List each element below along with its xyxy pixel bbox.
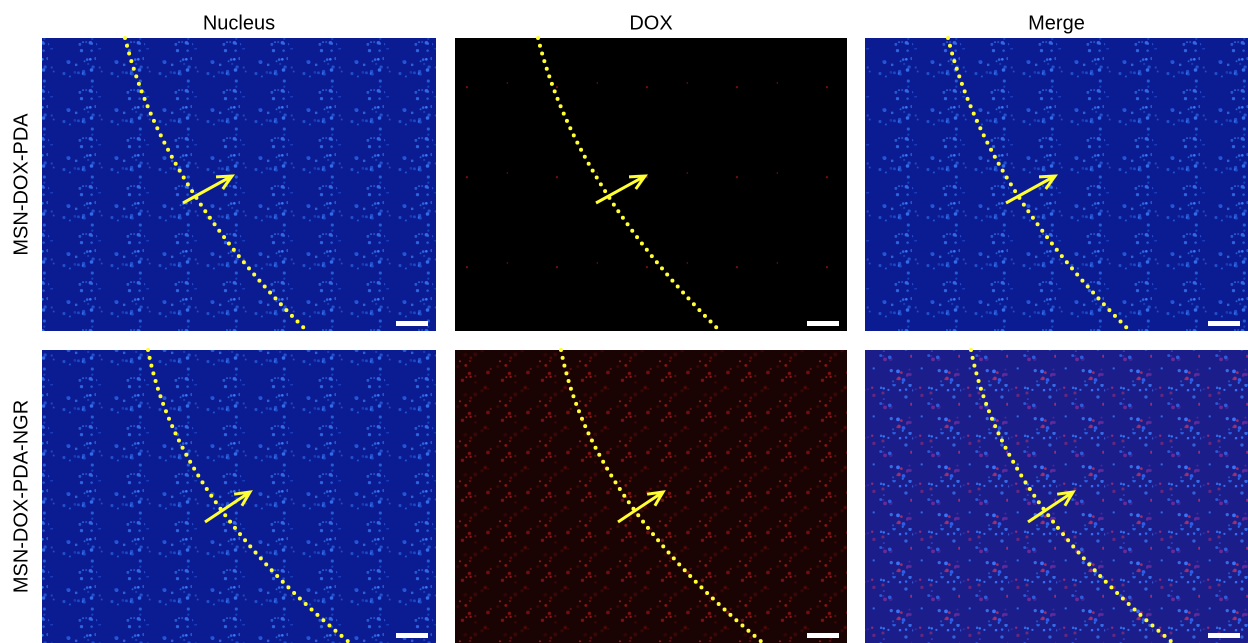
image-panel [455, 38, 847, 331]
scale-bar [807, 321, 839, 326]
scale-bar [396, 633, 428, 638]
scale-bar [396, 321, 428, 326]
scale-bar [1208, 321, 1240, 326]
micrograph [42, 350, 436, 643]
scale-bar [807, 633, 839, 638]
image-panel [42, 38, 436, 331]
column-header: DOX [629, 12, 672, 34]
micrograph [865, 38, 1248, 331]
image-panel [865, 38, 1248, 331]
image-panel [455, 350, 847, 643]
micrograph [42, 38, 436, 331]
column-header: Merge [1028, 12, 1085, 34]
micrograph [455, 350, 847, 643]
figure: Nucleus DOX Merge MSN-DOX-PDA MSN-DOX-PDA-NG… [0, 0, 1248, 643]
row-label: MSN-DOX-PDA-NGR [10, 400, 32, 593]
micrograph [865, 350, 1248, 643]
column-header: Nucleus [203, 12, 275, 34]
row-label: MSN-DOX-PDA [10, 113, 32, 256]
scale-bar [1208, 633, 1240, 638]
image-panel [865, 350, 1248, 643]
micrograph [455, 38, 847, 331]
image-panel [42, 350, 436, 643]
